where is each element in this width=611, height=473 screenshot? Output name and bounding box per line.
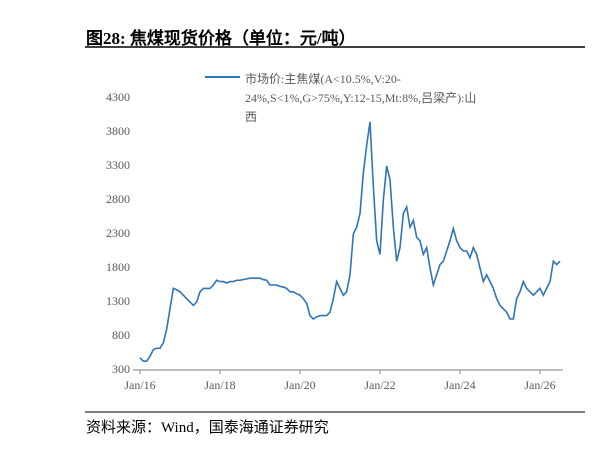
x-tick-label: Jan/22 (364, 378, 395, 392)
y-tick-label: 1300 (106, 294, 130, 308)
y-tick-label: 3300 (106, 158, 130, 172)
x-tick-label: Jan/24 (444, 378, 475, 392)
source-note: 资料来源：Wind，国泰海通证券研究 (86, 420, 329, 436)
y-tick-label: 2800 (106, 192, 130, 206)
x-tick-label: Jan/18 (204, 378, 235, 392)
x-tick-label: Jan/20 (284, 378, 315, 392)
series-line (139, 121, 561, 362)
legend-label: 市场价:主焦煤(A<10.5%,V:20-24%,S<1%,G>75%,Y:12… (245, 72, 477, 124)
y-tick-label: 300 (112, 362, 130, 376)
y-tick-label: 1800 (106, 260, 130, 274)
x-tick-label: Jan/26 (524, 378, 555, 392)
chart-title: 图28: 焦煤现货价格（单位：元/吨） (86, 29, 356, 48)
y-tick-label: 800 (112, 328, 130, 342)
y-tick-label: 3800 (106, 124, 130, 138)
y-tick-label: 4300 (106, 90, 130, 104)
y-tick-label: 2300 (106, 226, 130, 240)
x-tick-label: Jan/16 (124, 378, 155, 392)
